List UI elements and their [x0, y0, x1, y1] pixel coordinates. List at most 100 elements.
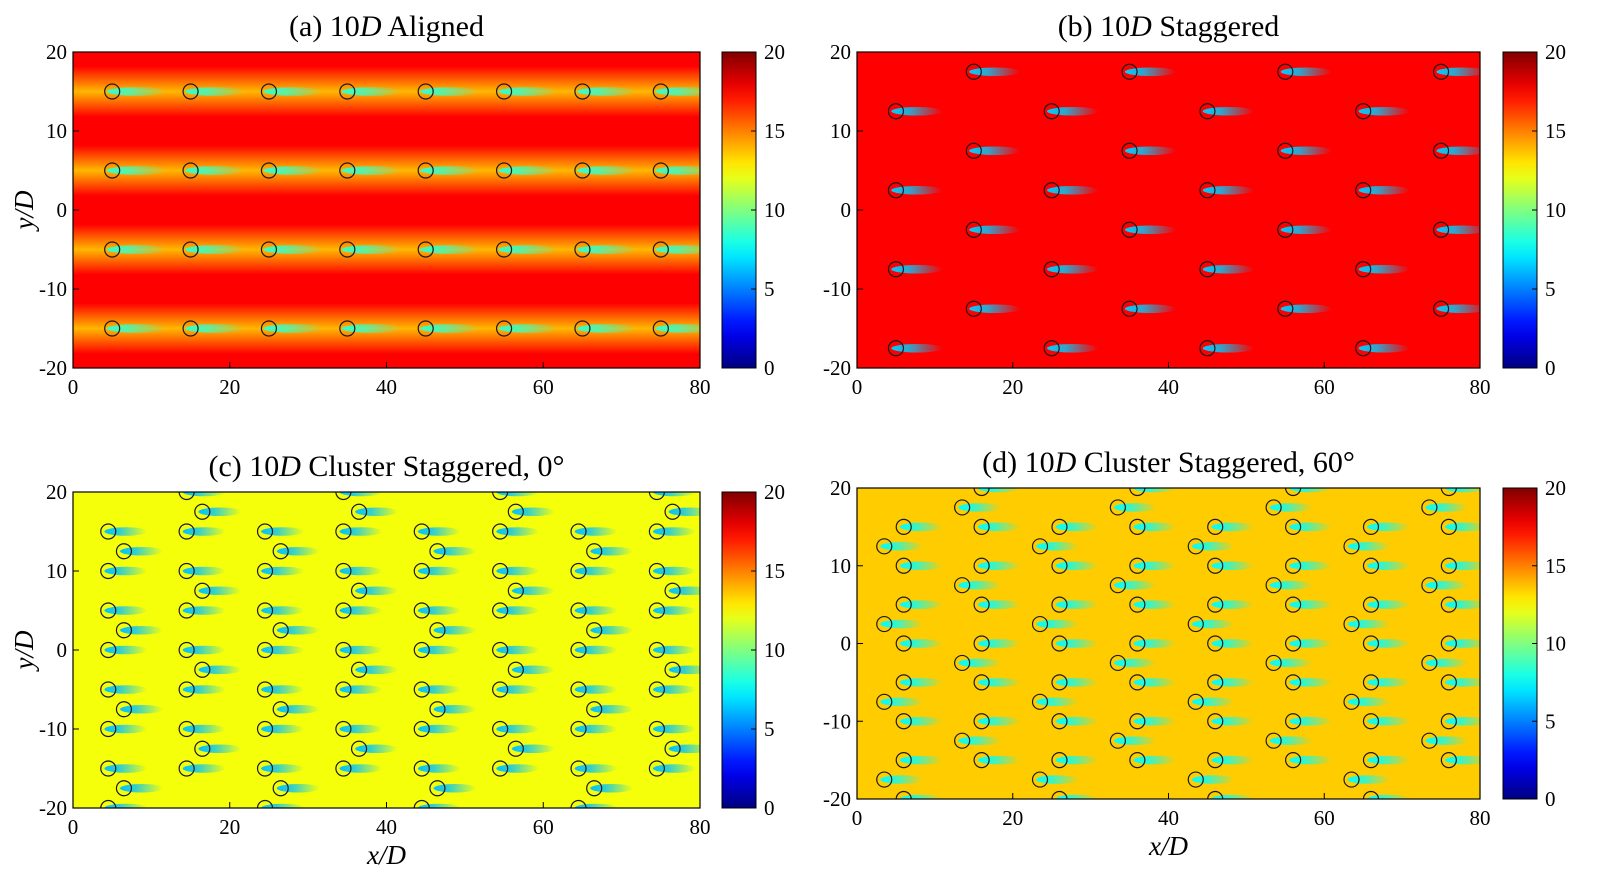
turbine-marker	[417, 162, 434, 179]
turbine-marker	[1043, 261, 1060, 278]
turbine-marker	[1043, 103, 1060, 120]
turbine-wake	[574, 764, 618, 773]
x-axis-label: x/D	[1148, 831, 1188, 861]
turbine-wake	[182, 527, 226, 536]
x-tick-label: 40	[1158, 375, 1179, 399]
turbine-marker	[887, 340, 905, 357]
turbine-wake	[655, 166, 700, 175]
x-tick-label: 0	[68, 815, 79, 839]
turbine-wake	[899, 561, 943, 571]
turbine-wake	[182, 724, 226, 734]
turbine-wake	[1113, 658, 1157, 668]
x-tick-label: 60	[1314, 375, 1335, 399]
turbine-marker	[100, 760, 117, 777]
turbine-wake	[652, 645, 697, 655]
turbine-marker	[495, 83, 513, 100]
turbine-wake	[1113, 503, 1157, 512]
turbine-marker	[973, 488, 990, 497]
turbine-marker	[1440, 596, 1457, 613]
turbine-wake	[1269, 736, 1313, 745]
turbine-marker	[965, 300, 982, 317]
turbine-wake	[958, 503, 1002, 512]
y-tick-label: 20	[46, 40, 67, 64]
turbine-wake	[420, 245, 481, 254]
turbine-marker	[100, 523, 117, 540]
turbine-wake	[1358, 343, 1410, 353]
turbine-marker	[100, 602, 117, 619]
colorbar-tick-label: 5	[1545, 277, 1556, 301]
turbine-marker	[413, 799, 430, 808]
turbine-wake	[120, 625, 164, 635]
turbine-wake	[339, 566, 383, 576]
turbine-wake	[590, 546, 634, 556]
turbine-marker	[1109, 732, 1126, 749]
turbine-wake	[496, 645, 540, 655]
turbine-marker	[1440, 518, 1457, 535]
turbine-marker	[178, 523, 195, 540]
turbine-wake	[880, 619, 924, 629]
panel-a: 0 20 40 60 80 20 10 0 -10 -20 (a) 10D Aligned y/D 20…	[9, 10, 785, 399]
turbine-marker	[350, 503, 368, 520]
turbine-marker	[1031, 538, 1049, 555]
turbine-wake	[1444, 755, 1480, 765]
turbine-wake	[433, 546, 477, 556]
turbine-wake	[1047, 106, 1099, 116]
turbine-wake	[1202, 106, 1255, 116]
turbine-wake	[1036, 542, 1079, 551]
turbine-marker	[574, 241, 591, 258]
turbine-wake	[1367, 755, 1410, 765]
turbine-marker	[895, 596, 912, 613]
turbine-marker	[507, 740, 524, 757]
turbine-marker	[648, 602, 665, 619]
turbine-marker	[104, 162, 121, 179]
turbine-marker	[570, 760, 587, 777]
colorbar: 20 15 10 5 0	[1502, 476, 1566, 811]
turbine-marker	[256, 799, 274, 808]
turbine-wake	[261, 566, 305, 576]
turbine-wake	[198, 665, 242, 675]
turbine-marker	[115, 780, 133, 797]
turbine-wake	[1055, 678, 1099, 687]
turbine-marker	[1187, 771, 1204, 788]
turbine-wake	[1036, 775, 1079, 784]
turbine-marker	[1284, 674, 1302, 691]
turbine-marker	[1343, 615, 1360, 633]
turbine-wake	[668, 586, 700, 596]
turbine-marker	[1362, 713, 1380, 730]
turbine-marker	[335, 681, 352, 698]
turbine-marker	[339, 241, 356, 258]
turbine-marker	[965, 221, 982, 238]
y-axis-label: y/D	[9, 190, 39, 232]
colorbar-gradient	[1502, 487, 1538, 800]
turbine-wake	[496, 566, 540, 576]
colorbar-tick-label: 0	[764, 356, 775, 380]
turbine-marker	[965, 63, 982, 80]
turbine-wake	[1113, 580, 1157, 590]
turbine-wake	[1133, 600, 1177, 609]
turbine-wake	[1367, 522, 1410, 532]
turbine-marker	[895, 557, 912, 574]
x-tick-label: 40	[1158, 806, 1179, 830]
turbine-wake	[1436, 146, 1480, 156]
turbine-wake	[1202, 264, 1255, 274]
turbine-wake	[1036, 697, 1079, 707]
turbine-marker	[1207, 557, 1224, 574]
turbine-wake	[899, 678, 943, 687]
turbine-marker	[1265, 577, 1282, 594]
turbine-marker	[586, 701, 603, 718]
turbine-wake	[104, 724, 148, 734]
turbine-wake	[498, 87, 559, 96]
colorbar: 20 15 10 5 0	[721, 40, 785, 380]
turbine-marker	[1440, 674, 1457, 691]
turbine-wake	[185, 324, 246, 333]
turbine-wake	[969, 67, 1021, 77]
turbine-wake	[120, 783, 164, 793]
turbine-marker	[1432, 63, 1450, 80]
turbine-marker	[973, 752, 990, 769]
turbine-marker	[256, 641, 274, 659]
turbine-wake	[198, 586, 242, 596]
turbine-marker	[335, 602, 352, 619]
turbine-wake	[1436, 304, 1480, 314]
turbine-wake	[417, 645, 461, 655]
